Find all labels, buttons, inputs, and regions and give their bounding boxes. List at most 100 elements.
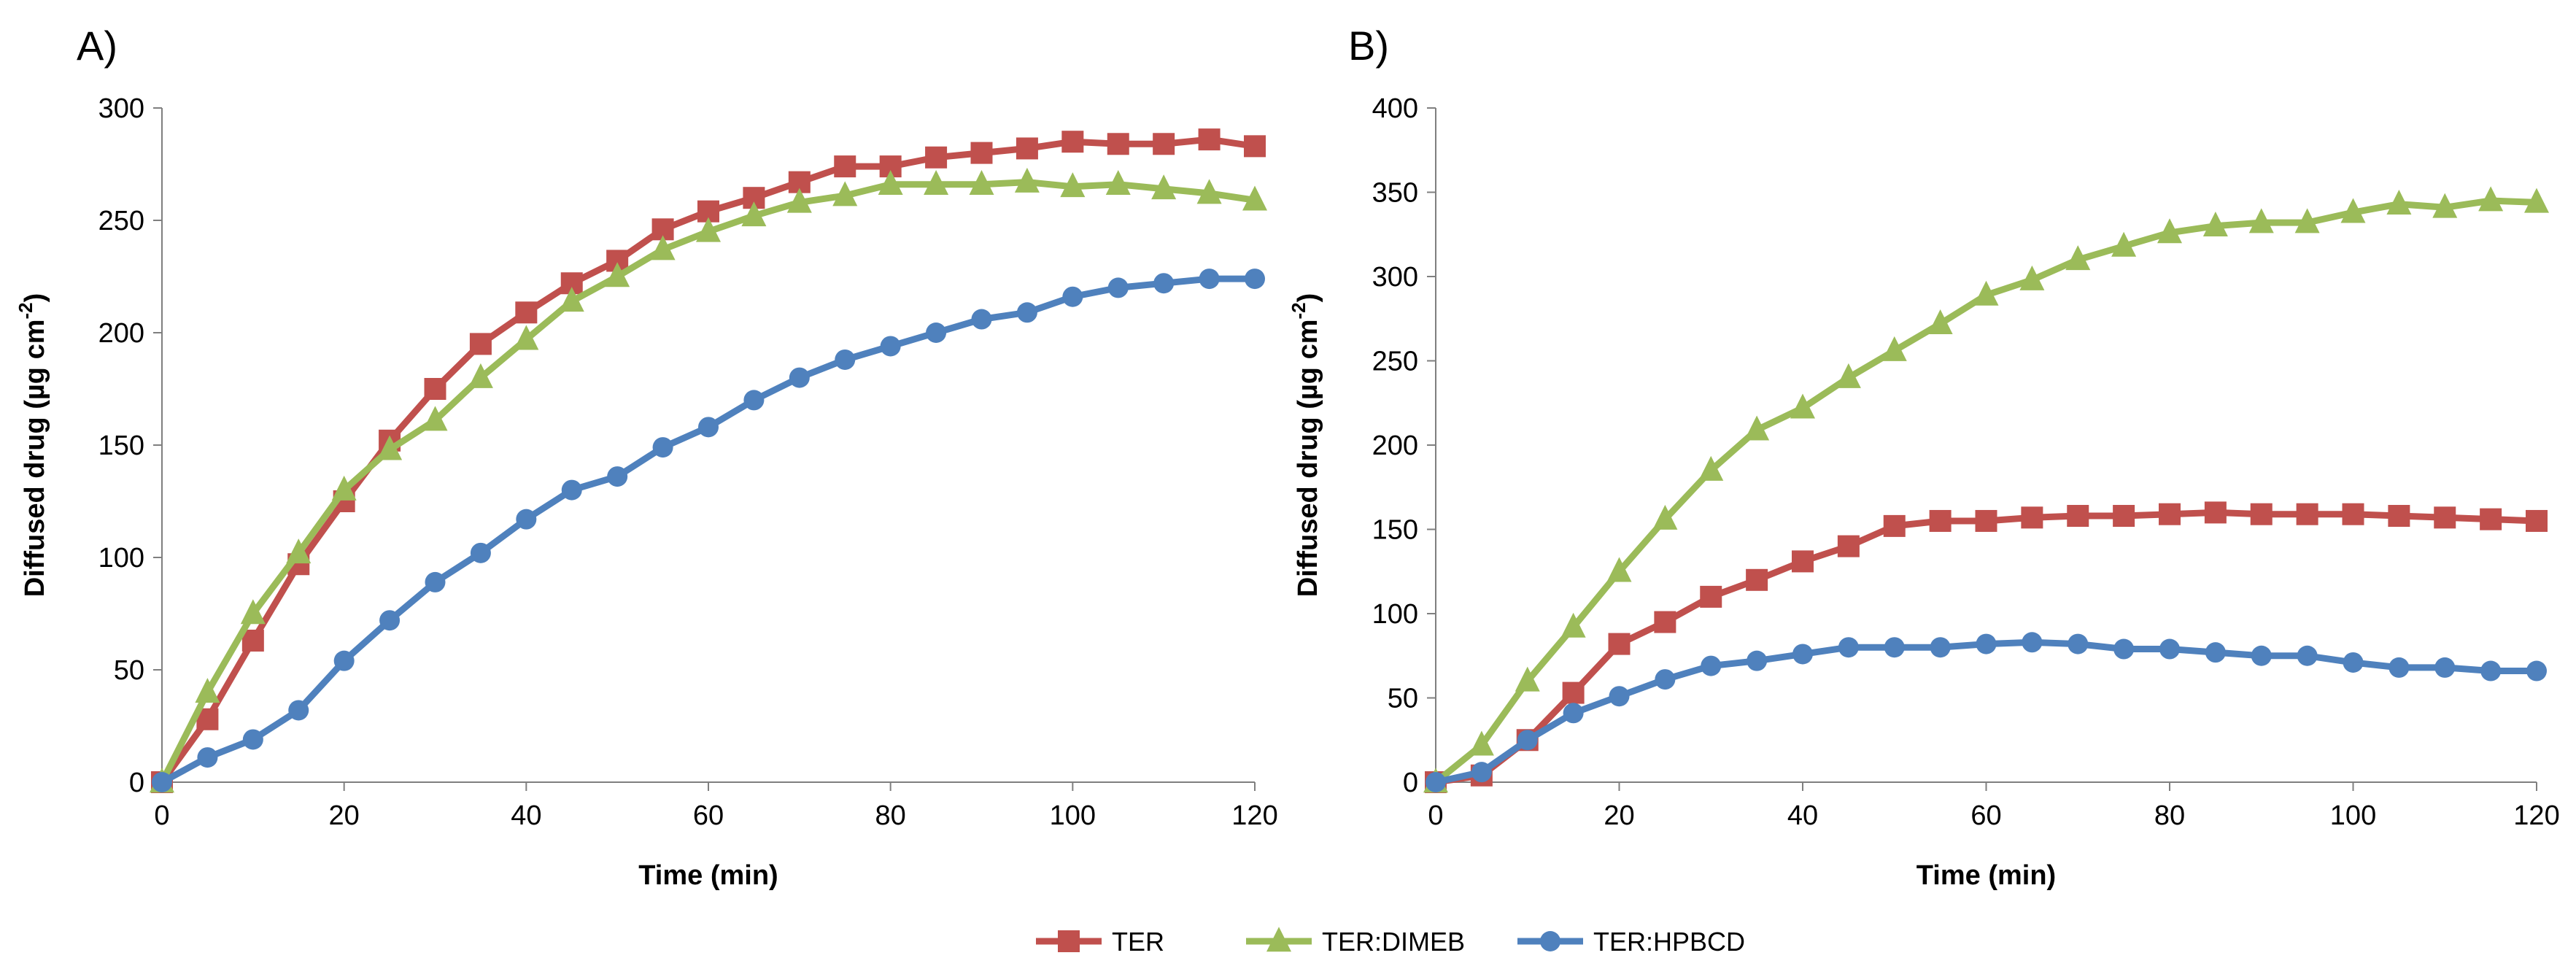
data-point [1790, 393, 1815, 419]
data-point [2159, 638, 2180, 660]
data-point [152, 772, 172, 792]
y-tick-label: 0 [1403, 768, 1418, 798]
y-tick-label: 300 [1372, 262, 1418, 293]
data-point [1746, 568, 1768, 591]
data-point [2157, 218, 2182, 244]
data-point [1792, 644, 1813, 665]
data-point [1060, 172, 1086, 198]
data-point [878, 170, 903, 195]
data-point [2113, 505, 2135, 528]
data-point [786, 188, 812, 213]
data-point [2389, 657, 2410, 678]
data-point [924, 170, 949, 195]
x-tick-label: 80 [2154, 800, 2185, 831]
x-tick-label: 40 [511, 800, 541, 831]
data-point [2068, 633, 2089, 654]
legend: TER TER:DIMEB TER:HPBCD [1036, 927, 1745, 957]
data-point [1836, 363, 1861, 388]
data-point [195, 678, 220, 703]
y-tick-label: 400 [1372, 93, 1418, 124]
series-ter-dimeb [1423, 186, 2549, 793]
series-ter-hpbcd [1426, 632, 2547, 792]
data-point [1562, 681, 1585, 704]
data-point [2021, 506, 2043, 529]
data-point [1196, 179, 1222, 204]
data-point [698, 417, 719, 438]
data-point [1881, 336, 1907, 361]
data-point [2251, 645, 2272, 666]
data-point [1014, 167, 1040, 193]
y-tick-label: 100 [1372, 599, 1418, 630]
data-point [2065, 245, 2091, 271]
y-tick-label: 350 [1372, 178, 1418, 209]
panel-label: B) [1348, 23, 1389, 69]
x-tick-label: 100 [1050, 800, 1096, 831]
data-point [331, 475, 357, 501]
data-point [2248, 208, 2274, 233]
data-point [242, 729, 263, 750]
data-point [834, 155, 856, 178]
data-point [1153, 133, 1175, 155]
data-point [1747, 650, 1768, 671]
data-point [970, 142, 993, 164]
y-axis-title: Diffused drug (µg cm-2) [1288, 293, 1323, 598]
data-point [971, 309, 992, 330]
data-point [880, 336, 901, 357]
x-tick-label: 120 [2513, 800, 2559, 831]
data-point [197, 747, 218, 768]
data-point [1105, 170, 1131, 195]
data-point [377, 435, 403, 460]
y-tick-label: 50 [114, 655, 144, 686]
data-point [422, 406, 448, 431]
data-point [559, 287, 584, 312]
data-point [605, 262, 630, 287]
data-point [240, 599, 266, 625]
x-tick-label: 0 [154, 800, 169, 831]
data-point [1654, 611, 1676, 633]
data-point [1700, 585, 1722, 608]
data-point [379, 610, 401, 631]
data-point [969, 170, 994, 195]
data-point [1792, 550, 1814, 573]
legend-marker [1058, 930, 1080, 952]
data-point [470, 542, 491, 563]
y-tick-label: 150 [98, 430, 144, 461]
y-tick-label: 200 [98, 318, 144, 349]
legend-label: TER:HPBCD [1593, 927, 1745, 957]
x-tick-label: 100 [2330, 800, 2376, 831]
data-point [2478, 186, 2504, 212]
data-point [2386, 189, 2412, 215]
data-point [1426, 772, 1446, 792]
data-point [835, 349, 856, 370]
data-point [789, 367, 810, 388]
series-ter-dimeb [150, 167, 1267, 793]
x-tick-label: 60 [693, 800, 724, 831]
data-point [1199, 269, 1220, 290]
data-point [2297, 645, 2318, 666]
data-point [1973, 280, 1999, 306]
data-point [333, 650, 355, 671]
data-point [741, 201, 767, 227]
data-point [2432, 193, 2458, 218]
data-point [1883, 514, 1906, 537]
data-point [561, 479, 582, 501]
data-point [1242, 185, 1267, 211]
data-point [1884, 637, 1905, 658]
data-point [2343, 652, 2364, 673]
data-point [925, 146, 948, 169]
data-point [2526, 660, 2547, 681]
x-tick-label: 20 [329, 800, 360, 831]
data-point [425, 571, 446, 592]
data-point [1606, 557, 1632, 582]
y-tick-label: 200 [1372, 430, 1418, 461]
data-point [1107, 133, 1129, 155]
data-point [1563, 703, 1584, 724]
data-point [1107, 277, 1129, 298]
data-point [2159, 503, 2181, 525]
data-point [286, 538, 312, 564]
data-point [2524, 188, 2549, 213]
data-point [2526, 509, 2548, 532]
legend-marker [1540, 931, 1560, 951]
